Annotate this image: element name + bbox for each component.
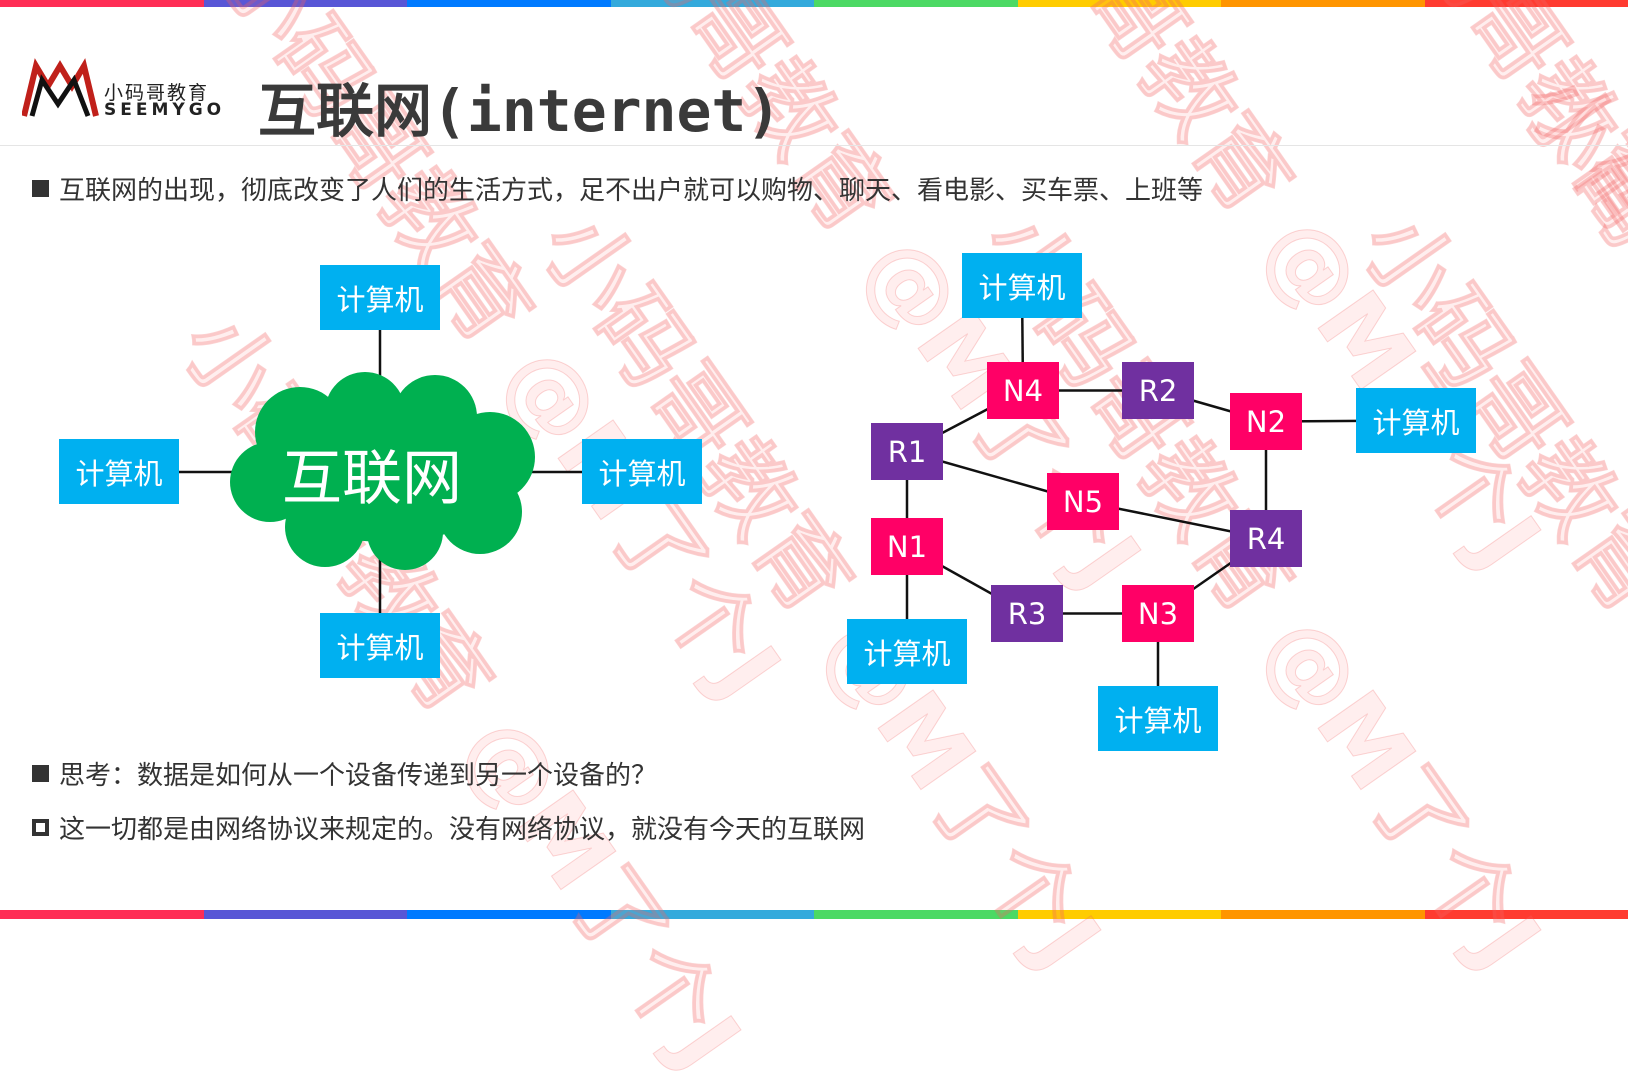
node-r4: R4 [1230, 510, 1302, 567]
computer-node: 计算机 [1356, 388, 1476, 453]
node-n1: N1 [871, 518, 943, 575]
computer-node-bottom: 计算机 [320, 613, 440, 678]
node-n3: N3 [1122, 585, 1194, 642]
node-r3: R3 [991, 585, 1063, 642]
node-r2: R2 [1122, 362, 1194, 419]
node-n2: N2 [1230, 393, 1302, 450]
node-n5: N5 [1047, 473, 1119, 530]
computer-node-left: 计算机 [59, 439, 179, 504]
computer-node: 计算机 [1098, 686, 1218, 751]
computer-node-right: 计算机 [582, 439, 702, 504]
computer-node: 计算机 [962, 253, 1082, 318]
node-r1: R1 [871, 423, 943, 480]
node-n4: N4 [987, 362, 1059, 419]
internet-cloud-label: 互联网 [282, 430, 462, 517]
computer-node: 计算机 [847, 619, 967, 684]
computer-node-top: 计算机 [320, 265, 440, 330]
